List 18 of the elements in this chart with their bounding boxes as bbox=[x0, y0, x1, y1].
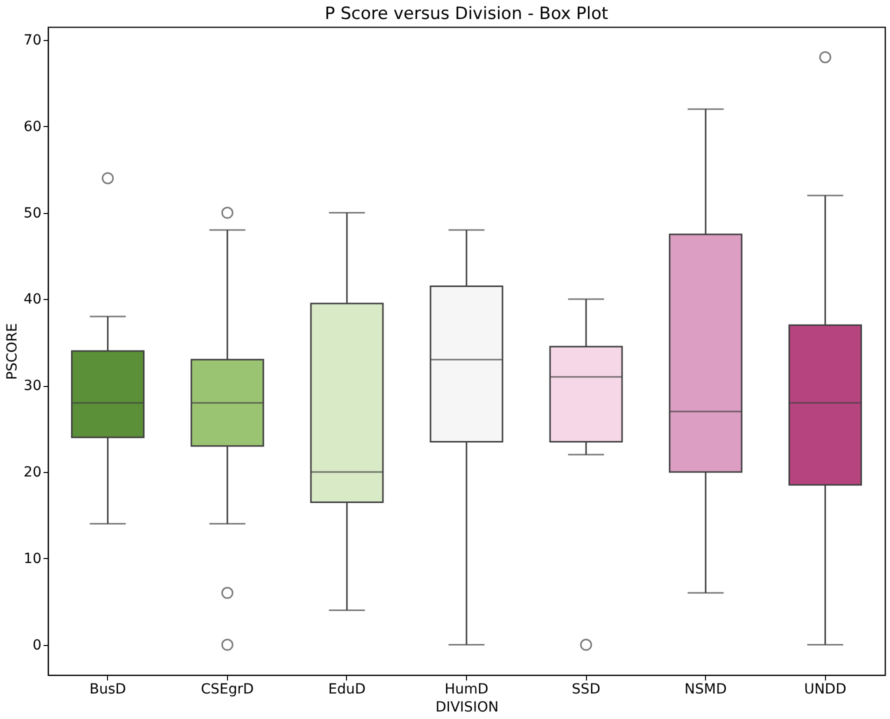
x-tick-label: HumD bbox=[444, 682, 488, 698]
y-tick-label: 30 bbox=[24, 378, 42, 394]
y-tick-label: 60 bbox=[24, 118, 42, 135]
x-axis-title: DIVISION bbox=[435, 700, 499, 716]
y-tick-label: 50 bbox=[24, 205, 42, 222]
x-tick-label: CSEgrD bbox=[200, 682, 254, 698]
y-tick-label: 10 bbox=[24, 550, 42, 567]
x-tick-label: EduD bbox=[328, 682, 366, 698]
y-tick-label: 20 bbox=[24, 464, 42, 480]
x-tick-label: BusD bbox=[90, 682, 126, 698]
y-axis-title: PSCORE bbox=[4, 323, 21, 380]
x-tick-label: NSMD bbox=[684, 682, 727, 698]
y-tick-label: 0 bbox=[32, 637, 42, 654]
x-tick-label: SSD bbox=[572, 682, 600, 698]
chart-title: P Score versus Division - Box Plot bbox=[324, 4, 609, 24]
y-tick-label: 70 bbox=[24, 32, 42, 48]
y-tick-label: 40 bbox=[24, 292, 42, 308]
x-tick-label: UNDD bbox=[804, 682, 846, 698]
